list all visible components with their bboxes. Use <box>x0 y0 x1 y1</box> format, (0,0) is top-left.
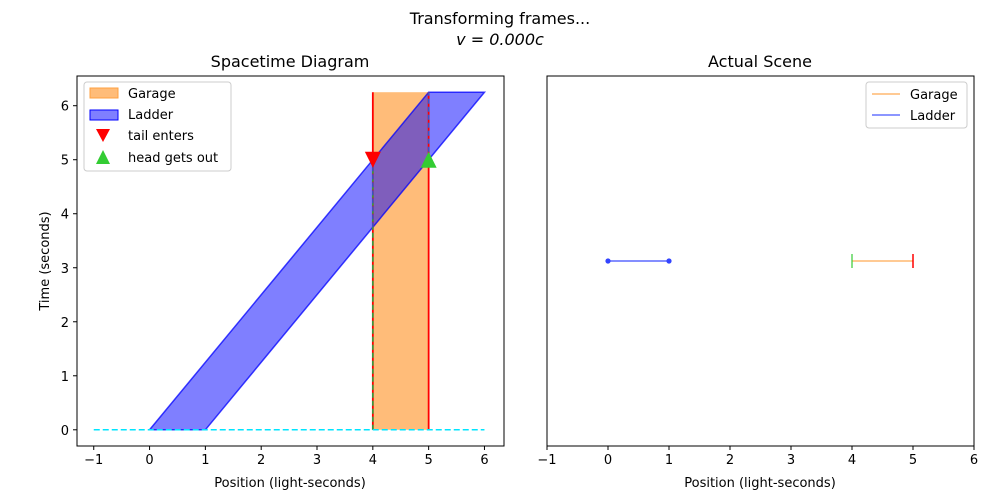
legend-label-ladder: Ladder <box>128 108 174 123</box>
x-tick-label: −1 <box>84 453 103 468</box>
event-head-gets-out <box>420 151 437 168</box>
scene-legend: Garage Ladder <box>865 81 968 129</box>
legend-swatch-garage <box>89 87 119 99</box>
y-tick-label: 6 <box>61 100 69 115</box>
legend-label-garage: Garage <box>128 87 176 102</box>
scene-legend-label-ladder: Ladder <box>910 109 956 124</box>
y-tick-label: 2 <box>61 316 69 331</box>
spacetime-x-ticks: −1 0 1 2 3 4 5 6 <box>84 446 489 468</box>
scene-x-ticks: −1 0 1 2 3 4 5 6 <box>537 446 978 468</box>
legend-box <box>83 81 232 172</box>
scene-ladder-end-0 <box>605 258 611 264</box>
event-tail-enters <box>364 151 381 168</box>
scene-frame <box>546 75 975 447</box>
x-tick-label: 3 <box>313 453 321 468</box>
scene-x-tick-label: 4 <box>848 453 856 468</box>
scene-x-tick-label: 0 <box>604 453 612 468</box>
spacetime-y-ticks: 0 1 2 3 4 5 6 <box>61 100 77 439</box>
y-tick-label: 0 <box>61 424 69 439</box>
y-tick-label: 3 <box>61 262 69 277</box>
spacetime-ylabel: Time (seconds) <box>38 211 53 311</box>
spacetime-legend: Garage Ladder tail enters head gets out <box>83 81 232 172</box>
legend-swatch-ladder <box>89 109 119 121</box>
x-tick-label: 5 <box>425 453 433 468</box>
legend-label-tail-enters: tail enters <box>128 129 194 144</box>
velocity-label: v = 0.000c <box>456 30 544 49</box>
legend-marker-head-gets-out <box>96 150 110 164</box>
x-tick-label: 1 <box>201 453 209 468</box>
figure-suptitle: Transforming frames... <box>409 9 590 28</box>
y-tick-label: 1 <box>61 370 69 385</box>
spacetime-title: Spacetime Diagram <box>211 52 370 71</box>
x-tick-label: 4 <box>369 453 377 468</box>
spacetime-plot-area <box>93 91 487 431</box>
spacetime-frame <box>76 75 505 447</box>
scene-plot-area <box>605 254 914 268</box>
x-tick-label: 0 <box>145 453 153 468</box>
y-tick-label: 4 <box>61 208 69 223</box>
x-tick-label: 6 <box>480 453 488 468</box>
scene-x-tick-label: 2 <box>726 453 734 468</box>
scene-title: Actual Scene <box>708 52 812 71</box>
scene-x-tick-label: 6 <box>970 453 978 468</box>
scene-ladder-end-1 <box>666 258 672 264</box>
scene-legend-label-garage: Garage <box>910 88 958 103</box>
y-tick-label: 5 <box>61 154 69 169</box>
scene-xlabel: Position (light-seconds) <box>684 476 836 491</box>
x-tick-label: 2 <box>257 453 265 468</box>
scene-x-tick-label: 5 <box>909 453 917 468</box>
scene-x-tick-label: 1 <box>665 453 673 468</box>
spacetime-axes: Spacetime Diagram −1 0 1 2 3 4 5 6 0 1 2 3 4 5 6 Posi… <box>38 52 505 491</box>
legend-marker-tail-enters <box>96 129 110 142</box>
spacetime-xlabel: Position (light-seconds) <box>214 476 366 491</box>
scene-x-tick-label: −1 <box>537 453 556 468</box>
legend-label-head-gets-out: head gets out <box>128 151 218 166</box>
scene-x-tick-label: 3 <box>787 453 795 468</box>
scene-axes: Actual Scene −1 0 1 2 3 4 5 6 Position (light-s… <box>537 52 978 491</box>
